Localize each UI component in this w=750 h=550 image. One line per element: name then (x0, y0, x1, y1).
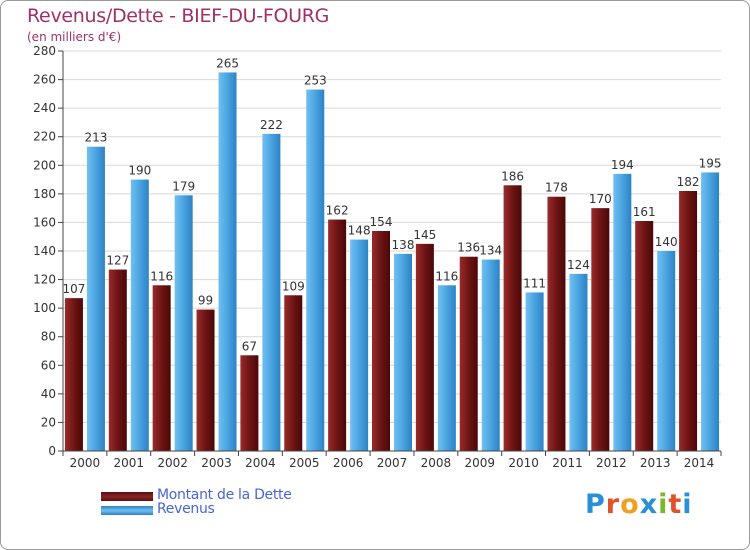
bar-revenus (130, 179, 149, 452)
bar-dette (152, 285, 171, 451)
data-label-dette: 161 (633, 205, 656, 219)
y-tick-label: 260 (33, 73, 56, 87)
data-label-revenus: 111 (523, 276, 546, 290)
data-label-dette: 127 (106, 254, 129, 268)
data-label-revenus: 265 (216, 56, 239, 70)
x-tick-label: 2006 (333, 456, 364, 470)
x-tick-label: 2010 (508, 456, 539, 470)
bar-revenus (437, 285, 456, 451)
bar-dette (328, 219, 347, 451)
y-tick-label: 160 (33, 215, 56, 229)
bar-dette (415, 243, 434, 451)
data-label-revenus: 195 (699, 156, 722, 170)
legend-swatch-dette (101, 492, 153, 501)
bar-dette (547, 196, 566, 451)
legend-label-revenus: Revenus (157, 501, 215, 517)
x-tick-label: 2007 (377, 456, 408, 470)
x-tick-label: 2004 (245, 456, 276, 470)
data-label-dette: 136 (457, 241, 480, 255)
data-label-revenus: 148 (348, 224, 371, 238)
data-label-dette: 109 (282, 279, 305, 293)
data-label-revenus: 190 (128, 164, 151, 178)
data-label-dette: 154 (370, 215, 393, 229)
data-label-revenus: 179 (172, 179, 195, 193)
x-tick-label: 2002 (157, 456, 188, 470)
y-tick-label: 100 (33, 301, 56, 315)
y-tick-label: 0 (48, 444, 56, 458)
y-tick-label: 120 (33, 273, 56, 287)
bar-revenus (262, 133, 281, 451)
data-label-dette: 170 (589, 192, 612, 206)
data-label-dette: 162 (326, 204, 349, 218)
y-tick-label: 220 (33, 130, 56, 144)
x-tick-label: 2009 (464, 456, 495, 470)
y-tick-label: 20 (41, 415, 56, 429)
bar-revenus (174, 195, 193, 451)
data-label-revenus: 213 (84, 131, 107, 145)
y-tick-label: 240 (33, 101, 56, 115)
bar-dette (635, 221, 654, 451)
x-tick-label: 2008 (421, 456, 452, 470)
x-tick-label: 2012 (596, 456, 627, 470)
x-tick-label: 2003 (201, 456, 232, 470)
data-label-revenus: 116 (435, 269, 458, 283)
data-label-revenus: 194 (611, 158, 634, 172)
y-tick-label: 200 (33, 158, 56, 172)
x-tick-label: 2014 (684, 456, 715, 470)
bar-revenus (306, 89, 325, 452)
bar-revenus (394, 253, 412, 451)
y-tick-label: 140 (33, 244, 56, 258)
x-tick-label: 2001 (114, 456, 145, 470)
bar-dette (679, 191, 698, 451)
bar-revenus (350, 239, 369, 451)
data-label-dette: 107 (62, 282, 85, 296)
bar-dette (196, 309, 215, 451)
proxiti-logo: Proxiti (585, 489, 693, 520)
chart-subtitle: (en milliers d'€) (27, 30, 122, 44)
bar-revenus (218, 72, 237, 451)
data-label-revenus: 253 (304, 74, 327, 88)
bar-dette (503, 185, 522, 452)
bar-dette (240, 355, 259, 451)
bar-revenus (569, 273, 588, 451)
data-label-dette: 67 (242, 339, 257, 353)
bar-dette (64, 298, 83, 451)
bar-revenus (525, 292, 544, 451)
data-label-revenus: 138 (392, 238, 415, 252)
bar-revenus (481, 259, 500, 451)
bar-revenus (701, 172, 720, 451)
x-tick-label: 2000 (70, 456, 101, 470)
x-tick-label: 2011 (552, 456, 583, 470)
x-tick-label: 2013 (640, 456, 671, 470)
y-tick-label: 180 (33, 187, 56, 201)
y-tick-label: 80 (41, 330, 56, 344)
data-label-dette: 186 (501, 169, 524, 183)
chart-title: Revenus/Dette - BIEF-DU-FOURG (27, 5, 330, 27)
y-tick-label: 280 (33, 44, 56, 58)
data-label-dette: 178 (545, 181, 568, 195)
bar-dette (459, 256, 478, 451)
data-label-revenus: 222 (260, 118, 283, 132)
bar-revenus (613, 173, 632, 451)
legend-label-dette: Montant de la Dette (157, 487, 292, 503)
x-tick-label: 2005 (289, 456, 320, 470)
data-label-dette: 99 (198, 294, 213, 308)
data-label-revenus: 124 (567, 258, 590, 272)
data-label-dette: 182 (677, 175, 700, 189)
data-label-dette: 116 (150, 269, 173, 283)
bar-revenus (657, 251, 676, 451)
bar-dette (108, 269, 127, 451)
y-tick-label: 60 (41, 358, 56, 372)
bar-dette (372, 231, 390, 451)
bar-revenus (86, 146, 105, 451)
data-label-revenus: 134 (479, 244, 502, 258)
legend-swatch-revenus (101, 506, 153, 515)
data-label-revenus: 140 (655, 235, 678, 249)
bar-dette (591, 208, 610, 451)
data-label-dette: 145 (413, 228, 436, 242)
y-tick-label: 40 (41, 387, 56, 401)
bar-dette (284, 295, 303, 451)
